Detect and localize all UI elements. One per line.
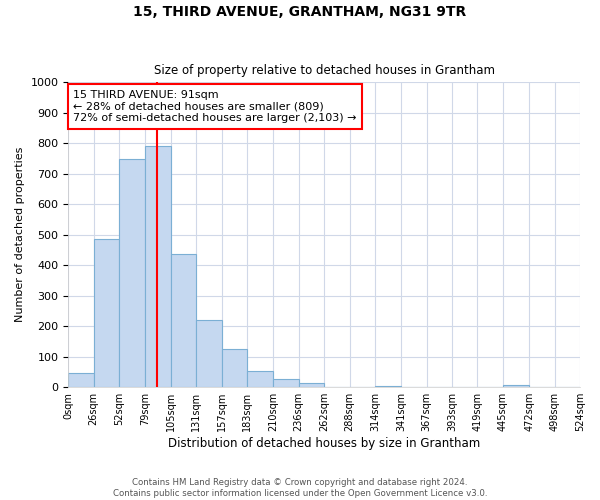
Y-axis label: Number of detached properties: Number of detached properties (15, 147, 25, 322)
Title: Size of property relative to detached houses in Grantham: Size of property relative to detached ho… (154, 64, 494, 77)
Text: 15, THIRD AVENUE, GRANTHAM, NG31 9TR: 15, THIRD AVENUE, GRANTHAM, NG31 9TR (133, 5, 467, 19)
Bar (171, 254, 196, 387)
Bar (503, 385, 529, 387)
Bar (274, 378, 299, 387)
Bar (375, 386, 401, 387)
X-axis label: Distribution of detached houses by size in Grantham: Distribution of detached houses by size … (168, 437, 480, 450)
Bar (68, 374, 94, 387)
Bar (119, 158, 145, 387)
Bar (247, 372, 274, 387)
Bar (145, 146, 171, 387)
Text: 15 THIRD AVENUE: 91sqm
← 28% of detached houses are smaller (809)
72% of semi-de: 15 THIRD AVENUE: 91sqm ← 28% of detached… (73, 90, 356, 123)
Bar (196, 320, 221, 387)
Text: Contains HM Land Registry data © Crown copyright and database right 2024.
Contai: Contains HM Land Registry data © Crown c… (113, 478, 487, 498)
Bar (221, 349, 247, 387)
Bar (94, 240, 119, 387)
Bar (299, 382, 324, 387)
